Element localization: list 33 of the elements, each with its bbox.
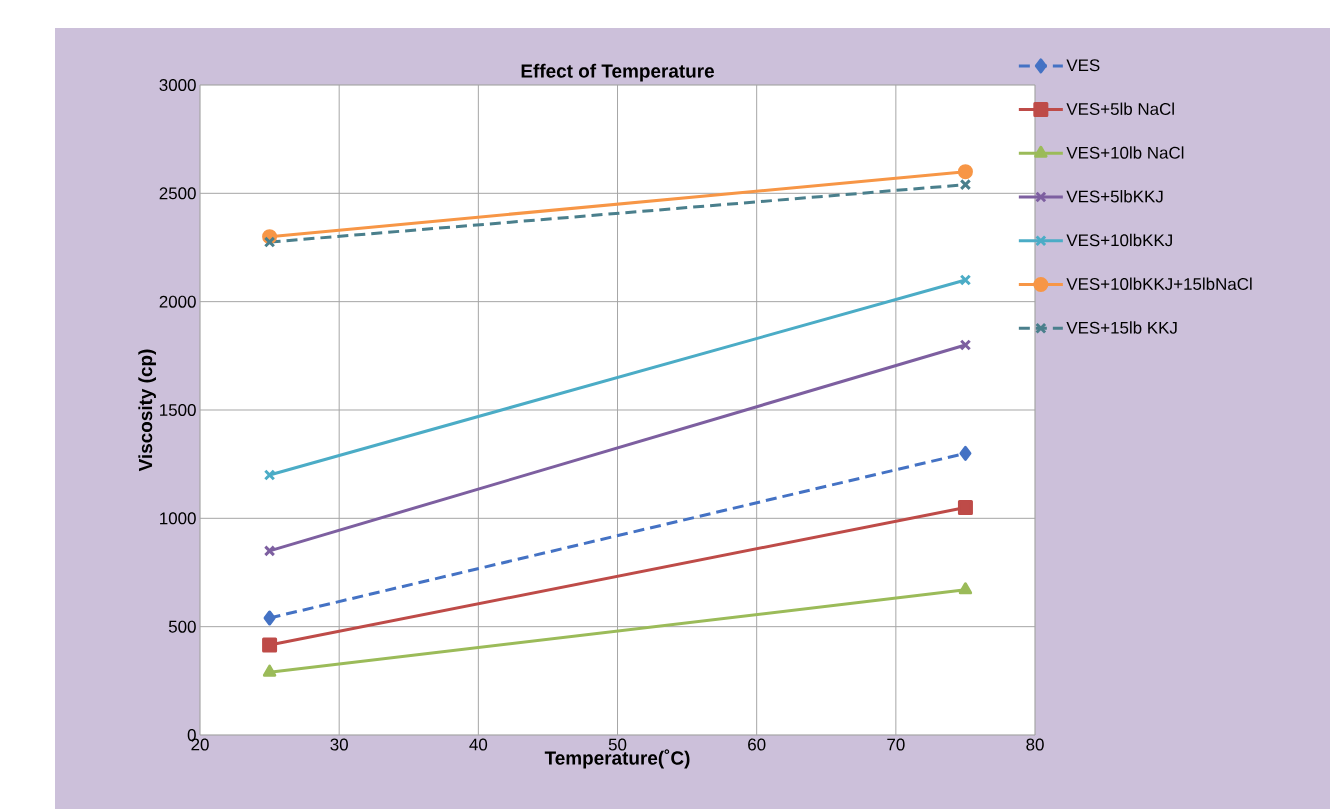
legend-label: VES+5lb NaCl [1066, 102, 1174, 116]
x-tick-label: 70 [887, 738, 905, 751]
point [263, 236, 276, 248]
x-tick-label: 60 [748, 738, 766, 751]
legend-label: VES+10lbKKJ+15lbNaCl [1066, 277, 1252, 291]
y-tick-label: 3000 [159, 78, 196, 91]
point [263, 469, 276, 481]
y-tick-label: 500 [168, 620, 196, 633]
x-tick-label: 80 [1026, 738, 1044, 751]
legend-label: VES+10lb NaCl [1066, 146, 1184, 159]
point [959, 178, 972, 191]
y-tick-label: 1000 [160, 512, 196, 525]
y-tick-label: 2500 [159, 187, 196, 200]
x-axis-title: Temperature(˚C) [544, 749, 690, 769]
x-tick-label: 50 [608, 738, 627, 751]
point [957, 499, 973, 515]
point [957, 164, 973, 180]
legend-label: VES+5lbKKJ [1066, 190, 1163, 203]
point [959, 445, 972, 461]
point [263, 545, 276, 557]
chart-title: Effect of Temperature [521, 63, 714, 82]
point [263, 610, 276, 626]
y-tick-label: 2000 [159, 295, 196, 308]
y-tick-label: 1500 [160, 403, 196, 416]
point [959, 339, 972, 351]
legend-label: VES+15lb KKJ [1066, 321, 1177, 334]
legend-label: VES [1066, 59, 1100, 72]
legend-label: VES+10lbKKJ [1066, 233, 1172, 247]
y-axis-title: Viscosity (cp) [138, 349, 156, 472]
x-tick-label: 40 [469, 738, 488, 751]
x-tick-label: 30 [330, 738, 348, 751]
point [262, 637, 278, 653]
point [959, 274, 972, 286]
